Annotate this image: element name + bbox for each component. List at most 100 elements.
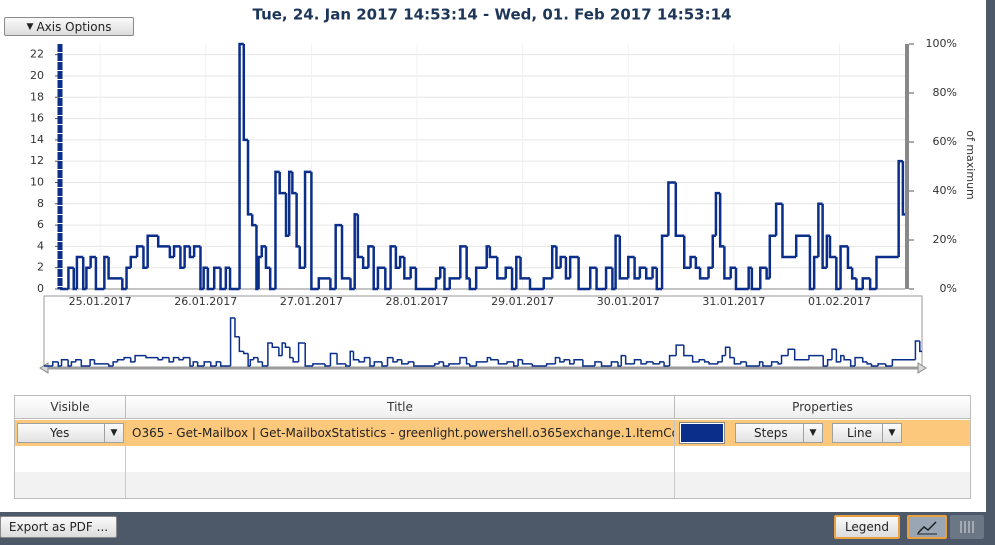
line-step bbox=[212, 266, 221, 289]
navigator-step bbox=[278, 347, 283, 357]
navigator-step bbox=[885, 363, 893, 367]
navigator-step bbox=[717, 361, 723, 364]
line-step bbox=[94, 257, 105, 291]
navigator-step bbox=[284, 343, 290, 348]
visible-dropdown[interactable]: Yes ▼ bbox=[17, 423, 124, 443]
navigator-step bbox=[729, 347, 735, 359]
line-step bbox=[550, 245, 557, 279]
y-tick-label: 12 bbox=[30, 154, 44, 167]
line-step bbox=[781, 203, 797, 259]
line-step bbox=[542, 277, 553, 289]
line-step bbox=[183, 245, 190, 268]
navigator-step bbox=[363, 356, 370, 362]
navigator-step bbox=[352, 351, 359, 361]
style-dropdown[interactable]: Steps ▼ bbox=[735, 423, 823, 443]
line-step bbox=[287, 170, 293, 236]
line-step bbox=[121, 278, 127, 291]
navigator-step bbox=[234, 318, 240, 338]
navigator-step bbox=[919, 340, 922, 353]
line-step bbox=[103, 255, 109, 289]
line-step bbox=[310, 171, 319, 291]
line-step bbox=[808, 235, 815, 291]
line-step bbox=[577, 257, 591, 291]
navigator-step bbox=[112, 361, 118, 366]
line-step bbox=[372, 246, 378, 291]
line-step bbox=[734, 267, 749, 291]
type-dropdown[interactable]: Line ▼ bbox=[832, 423, 902, 443]
navigator-step bbox=[808, 354, 824, 360]
line-step bbox=[89, 255, 96, 268]
navigator-step bbox=[877, 363, 886, 366]
navigator-step bbox=[620, 354, 626, 366]
navigator-step bbox=[438, 361, 444, 364]
line-step bbox=[172, 245, 181, 258]
navigator-step bbox=[401, 359, 409, 365]
navigator-step bbox=[849, 359, 856, 367]
navigator-step bbox=[475, 361, 488, 366]
line-step bbox=[723, 246, 731, 280]
table-view-button[interactable] bbox=[950, 515, 984, 539]
navigator-step bbox=[252, 356, 259, 360]
line-step bbox=[868, 278, 877, 291]
navigator-line bbox=[44, 317, 922, 367]
navigator-step bbox=[93, 359, 109, 365]
line-step bbox=[179, 246, 185, 269]
line-step bbox=[274, 170, 280, 289]
navigator-step bbox=[60, 358, 69, 366]
navigator-step bbox=[369, 357, 375, 367]
export-pdf-button[interactable]: Export as PDF ... bbox=[0, 516, 117, 538]
navigator-step bbox=[708, 361, 718, 365]
navigator-step bbox=[582, 359, 595, 367]
navigator-step bbox=[329, 352, 338, 366]
navigator-step bbox=[554, 356, 560, 364]
navigator-step bbox=[189, 357, 194, 367]
navigator-step bbox=[506, 361, 514, 364]
empty-row bbox=[15, 446, 970, 472]
line-step bbox=[295, 193, 300, 248]
color-picker[interactable] bbox=[679, 422, 725, 444]
navigator-step bbox=[89, 358, 95, 366]
chart-view-button[interactable] bbox=[907, 515, 947, 539]
navigator-step bbox=[854, 356, 863, 366]
x-tick-label: 26.01.2017 bbox=[174, 295, 237, 308]
navigator-step bbox=[683, 345, 693, 357]
line-step bbox=[633, 257, 640, 280]
navigator-step bbox=[324, 363, 331, 367]
line-step bbox=[298, 246, 306, 269]
empty-cell bbox=[15, 446, 126, 472]
y-tick-label: 16 bbox=[30, 112, 44, 125]
line-step bbox=[146, 234, 159, 268]
column-header[interactable]: Properties bbox=[675, 396, 970, 419]
line-step bbox=[667, 181, 676, 236]
empty-cell bbox=[126, 446, 675, 472]
bottom-toolbar: Export as PDF ... Legend bbox=[0, 512, 995, 545]
navigator-step bbox=[793, 349, 809, 361]
y-tick-label: 4 bbox=[37, 239, 44, 252]
table-row[interactable]: Yes ▼ O365 - Get-Mailbox | Get-MailboxSta… bbox=[15, 420, 970, 446]
line-step bbox=[409, 266, 416, 279]
line-step bbox=[403, 257, 411, 280]
line-step bbox=[317, 277, 331, 289]
line-step bbox=[67, 266, 74, 289]
navigator-step bbox=[345, 363, 351, 367]
line-step bbox=[260, 245, 266, 258]
navigator-step bbox=[292, 357, 299, 363]
navigator-step bbox=[787, 348, 795, 356]
axis-options-button[interactable]: ▼ Axis Options bbox=[4, 17, 134, 36]
line-step bbox=[361, 257, 369, 269]
y-tick-label: 0 bbox=[37, 282, 44, 295]
y2-tick-label: 20% bbox=[933, 233, 957, 246]
line-step bbox=[242, 44, 249, 142]
line-step bbox=[682, 235, 691, 269]
navigator-step bbox=[822, 355, 828, 367]
chart-icon bbox=[917, 521, 937, 535]
column-header[interactable]: Title bbox=[126, 396, 675, 419]
column-header[interactable]: Visible bbox=[15, 396, 126, 419]
line-step bbox=[334, 223, 343, 289]
legend-button[interactable]: Legend bbox=[834, 515, 900, 539]
navigator-step bbox=[617, 361, 622, 367]
line-step bbox=[519, 257, 531, 280]
navigator-step bbox=[386, 356, 394, 366]
navigator-step bbox=[178, 357, 184, 361]
navigator-step bbox=[675, 344, 684, 356]
